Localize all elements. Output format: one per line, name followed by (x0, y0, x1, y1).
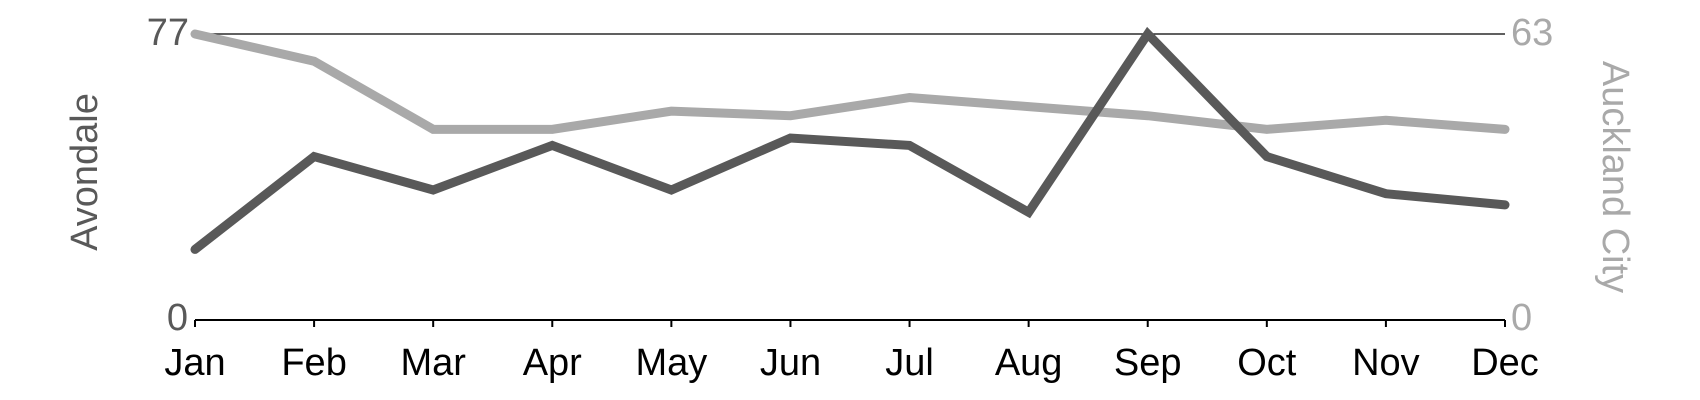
x-tick-label: May (635, 342, 707, 384)
left-axis-title: Avondale (64, 93, 106, 251)
auckland-city-line (190, 29, 1510, 134)
x-tick-label: Aug (995, 342, 1063, 384)
right-axis-title: Auckland City (1594, 61, 1636, 293)
x-tick-label: Jun (760, 342, 821, 384)
x-tick-label: Jan (164, 342, 225, 384)
x-tick-label: Apr (523, 342, 582, 384)
x-tick-label: Feb (281, 342, 346, 384)
right-axis-max-label: 63 (1511, 12, 1553, 54)
left-axis-min-label: 0 (167, 297, 188, 339)
x-tick-label: Sep (1114, 342, 1182, 384)
x-tick-label: Dec (1471, 342, 1539, 384)
avondale-line (190, 26, 1510, 254)
x-tick-label: Nov (1352, 342, 1420, 384)
x-tick-label: Mar (400, 342, 466, 384)
x-tick-label: Jul (885, 342, 934, 384)
x-tick-label: Oct (1237, 342, 1297, 384)
right-axis-min-label: 0 (1511, 297, 1532, 339)
x-axis-labels: Jan Feb Mar Apr May Jun Jul Aug Sep Oct Nov Dec (164, 342, 1538, 384)
x-axis-ticks (194, 320, 1506, 327)
left-axis-max-label: 77 (147, 12, 189, 54)
